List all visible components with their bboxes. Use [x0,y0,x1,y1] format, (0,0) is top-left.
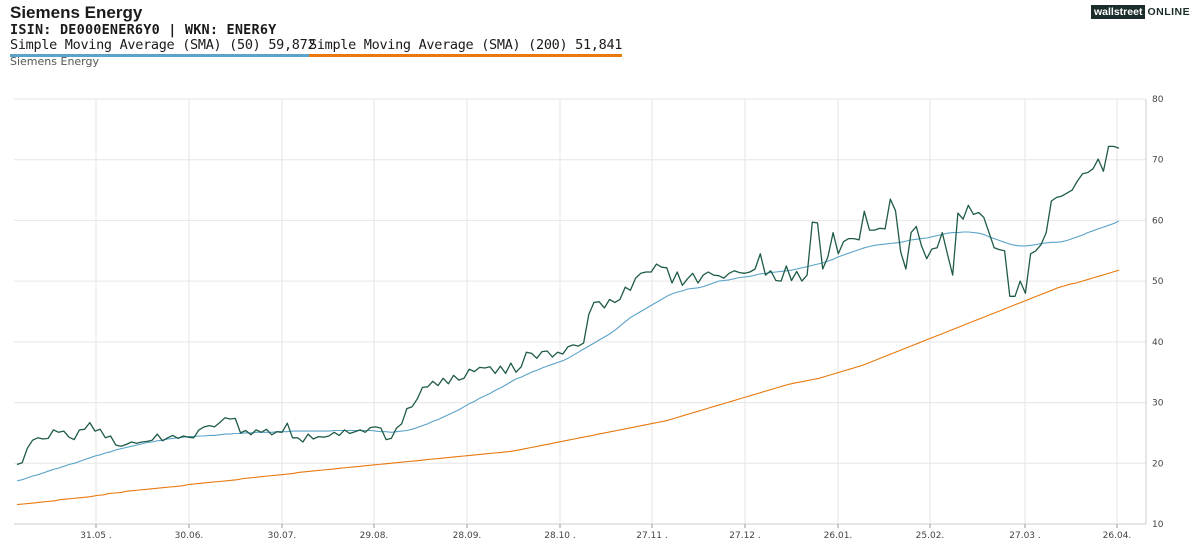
x-tick-label: 27.11 . [636,531,668,541]
y-tick-label: 80 [1152,95,1164,105]
legend-sma50[interactable]: Simple Moving Average (SMA) (50) 59,872 [10,37,316,57]
x-tick-label: 30.06. [175,531,204,541]
page-title: Siemens Energy [10,3,143,22]
y-tick-label: 60 [1152,216,1164,226]
y-tick-label: 10 [1152,520,1164,530]
chart-series [16,145,1120,506]
y-axis-labels: 10 20 30 40 50 60 70 80 [1152,95,1164,530]
x-tick-label: 31.05 . [80,531,112,541]
x-tick-label: 28.10 . [544,531,576,541]
y-tick-label: 20 [1152,459,1164,469]
isin-wkn-line: ISIN: DE000ENER6Y0 | WKN: ENER6Y [10,22,277,38]
x-tick-label: 27.12 . [729,531,761,541]
logo-box: wallstreet [1091,5,1146,19]
x-axis-labels: 31.05 . 30.06. 30.07. 29.08. 28.09. 28.10 . 27… [80,531,1131,541]
x-tick-label: 28.09. [453,531,482,541]
y-tick-label: 30 [1152,399,1164,409]
x-tick-label: 26.04. [1103,531,1132,541]
y-tick-label: 40 [1152,338,1164,348]
chart-subtitle: Siemens Energy [10,55,99,68]
wallstreet-online-logo[interactable]: wallstreet ONLINE [1091,5,1190,19]
y-tick-label: 50 [1152,277,1164,287]
sma50-line[interactable] [16,220,1120,482]
price-line[interactable] [16,145,1120,466]
x-tick-label: 29.08. [360,531,389,541]
y-tick-label: 70 [1152,156,1164,166]
x-tick-label: 30.07. [268,531,297,541]
x-tick-label: 27.03 . [1009,531,1041,541]
sma200-line[interactable] [16,269,1120,506]
chart-grid [14,98,1147,528]
x-tick-label: 26.01. [824,531,853,541]
legend-sma200[interactable]: Simple Moving Average (SMA) (200) 51,841 [309,37,622,57]
x-tick-label: 25.02. [916,531,945,541]
logo-text: ONLINE [1147,6,1191,18]
